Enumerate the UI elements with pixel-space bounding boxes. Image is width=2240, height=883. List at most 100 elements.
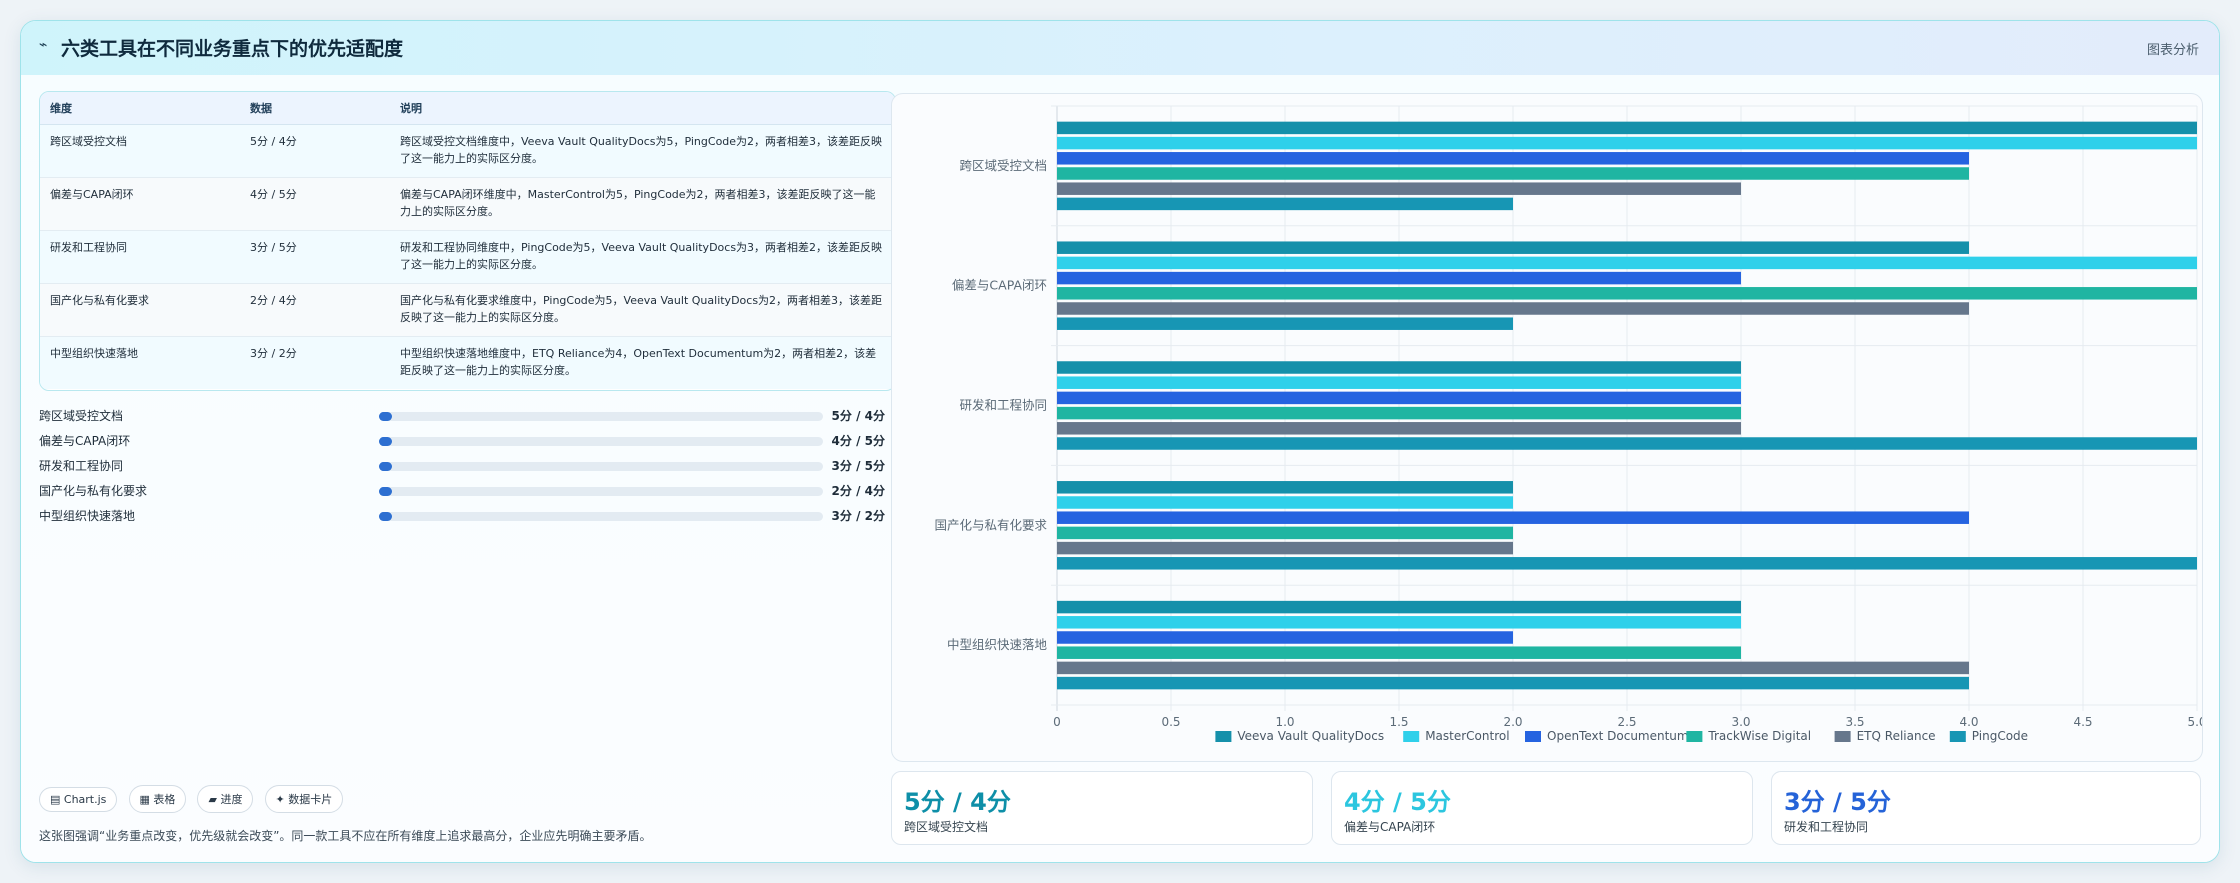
legend-swatch: [1525, 731, 1541, 742]
bar: [1057, 676, 1969, 690]
x-tick-label: 4.0: [1959, 715, 1978, 729]
footnote: 这张图强调“业务重点改变，优先级就会改变”。同一款工具不应在所有维度上追求最高分…: [39, 829, 652, 843]
legend-label: PingCode: [1972, 729, 2028, 743]
stat-label: 偏差与CAPA闭环: [1344, 820, 1436, 834]
progress-track: [379, 487, 823, 496]
progress-label: 中型组织快速落地: [39, 509, 136, 523]
legend-label: OpenText Documentum: [1547, 729, 1689, 743]
cell-note: 偏差与CAPA闭环维度中，MasterControl为5，PingCode为2，…: [390, 177, 895, 231]
progress-fill: [379, 487, 393, 496]
progress-value: 3分 / 5分: [831, 459, 885, 473]
cell-data: 2分 / 4分: [240, 283, 390, 337]
card-title: 六类工具在不同业务重点下的优先适配度: [61, 38, 404, 60]
cell-note: 中型组织快速落地维度中，ETQ Reliance为4，OpenText Docu…: [400, 346, 877, 377]
progress-track: [379, 437, 823, 446]
bar: [1057, 302, 1969, 315]
x-tick-label: 2.5: [1617, 715, 1636, 729]
bar: [1057, 661, 1969, 675]
category-label: 中型组织快速落地: [947, 637, 1048, 652]
x-tick-label: 0: [1053, 715, 1061, 729]
stat-value: 5分 / 4分: [904, 788, 1011, 816]
progress-list: 跨区域受控文档 5分 / 4分 偏差与CAPA闭环 4分 / 5分 研发和工程协…: [39, 405, 885, 530]
progress-fill: [379, 512, 393, 521]
bar: [1057, 287, 2197, 300]
bar: [1057, 121, 2197, 135]
column-header-data: 数据: [240, 92, 390, 125]
category-label: 国产化与私有化要求: [934, 517, 1047, 532]
chip-chartjs[interactable]: ▤ Chart.js: [39, 787, 118, 812]
x-tick-label: 1.5: [1389, 715, 1408, 729]
table-row: 偏差与CAPA闭环 4分 / 5分 偏差与CAPA闭环维度中，MasterCon…: [40, 177, 895, 231]
column-header-note: 说明: [390, 92, 895, 125]
legend-label: MasterControl: [1425, 729, 1509, 743]
table-row: 国产化与私有化要求 2分 / 4分 国产化与私有化要求维度中，PingCode为…: [40, 283, 895, 337]
legend-swatch: [1686, 731, 1703, 742]
legend-swatch: [1403, 731, 1420, 742]
bar: [1057, 136, 2197, 150]
stat-card: 5分 / 4分 跨区域受控文档: [891, 771, 1313, 845]
table-row: 研发和工程协同 3分 / 5分 研发和工程协同维度中，PingCode为5，Ve…: [40, 230, 895, 284]
progress-row: 国产化与私有化要求 2分 / 4分: [39, 480, 885, 505]
cell-dimension: 跨区域受控文档: [40, 124, 240, 178]
progress-value: 4分 / 5分: [831, 434, 885, 448]
progress-row: 跨区域受控文档 5分 / 4分: [39, 405, 885, 430]
bar: [1057, 197, 1513, 211]
cell-note: 国产化与私有化要求维度中，PingCode为5，Veeva Vault Qual…: [390, 283, 895, 337]
bar: [1057, 646, 1741, 659]
x-tick-label: 2.0: [1503, 715, 1522, 729]
stat-label: 研发和工程协同: [1784, 820, 1869, 834]
chart-analysis-link[interactable]: 图表分析: [2146, 43, 2199, 58]
progress-value: 3分 / 2分: [831, 509, 885, 523]
legend-swatch: [1834, 731, 1851, 742]
bar: [1057, 496, 1513, 509]
progress-track: [379, 462, 823, 471]
cell-dimension: 研发和工程协同: [40, 230, 240, 284]
progress-label: 偏差与CAPA闭环: [39, 434, 131, 448]
column-header-dimension: 维度: [40, 92, 240, 125]
chip-progress[interactable]: ▰ 进度: [197, 785, 254, 813]
progress-label: 国产化与私有化要求: [39, 484, 148, 498]
x-tick-label: 0.5: [1161, 715, 1180, 729]
bar: [1057, 406, 1741, 420]
progress-track: [379, 512, 823, 521]
bar: [1057, 182, 1741, 195]
bar: [1057, 631, 1513, 644]
bar: [1057, 361, 1741, 374]
chart-panel: 0 0.5 1.0 1.5 2.0 2.5 3.0 3.5 4.0 4.5 5.0 跨区域受控文档偏差…: [891, 93, 2203, 762]
legend-label: TrackWise Digital: [1707, 729, 1811, 743]
progress-label: 跨区域受控文档: [39, 409, 124, 423]
legend-swatch: [1215, 731, 1232, 742]
bar: [1057, 511, 1969, 524]
x-tick-label: 4.5: [2073, 715, 2092, 729]
cell-data: 3分 / 5分: [240, 230, 390, 284]
bar: [1057, 616, 1741, 629]
legend-swatch: [1949, 731, 1966, 742]
chip-table[interactable]: ▦ 表格: [128, 785, 187, 813]
bar: [1057, 271, 1741, 285]
card-body: 维度 数据 说明 跨区域受控文档 5分 / 4分 跨区域受控文档维度中，Veev…: [21, 75, 2219, 862]
card-header: ⌁ 六类工具在不同业务重点下的优先适配度 图表分析: [21, 21, 2219, 76]
bar: [1057, 391, 1741, 405]
progress-fill: [379, 437, 393, 446]
progress-row: 研发和工程协同 3分 / 5分: [39, 455, 885, 480]
bar: [1057, 437, 2197, 450]
stat-card: 3分 / 5分 研发和工程协同: [1771, 771, 2201, 845]
bar: [1057, 376, 1741, 389]
stat-value: 3分 / 5分: [1784, 788, 1891, 816]
stat-card: 4分 / 5分 偏差与CAPA闭环: [1331, 771, 1753, 845]
progress-value: 5分 / 4分: [831, 409, 885, 423]
cell-note: 跨区域受控文档维度中，Veeva Vault QualityDocs为5，Pin…: [390, 124, 895, 178]
progress-fill: [379, 462, 393, 471]
cell-data: 3分 / 2分: [250, 346, 297, 360]
bar: [1057, 241, 1969, 254]
bar: [1057, 481, 1513, 494]
table-row: 跨区域受控文档 5分 / 4分 跨区域受控文档维度中，Veeva Vault Q…: [40, 124, 895, 178]
line-chart-icon: ⌁: [39, 37, 48, 53]
feature-chips: ▤ Chart.js ▦ 表格 ▰ 进度 ✦ 数据卡片: [39, 785, 349, 813]
cell-dimension: 国产化与私有化要求: [40, 283, 240, 337]
bar: [1057, 541, 1513, 555]
progress-value: 2分 / 4分: [831, 484, 885, 498]
chart-card: ⌁ 六类工具在不同业务重点下的优先适配度 图表分析 维度 数据 说明 跨区域受控…: [20, 20, 2220, 863]
chip-data-card[interactable]: ✦ 数据卡片: [264, 785, 344, 813]
category-label: 研发和工程协同: [959, 398, 1047, 413]
